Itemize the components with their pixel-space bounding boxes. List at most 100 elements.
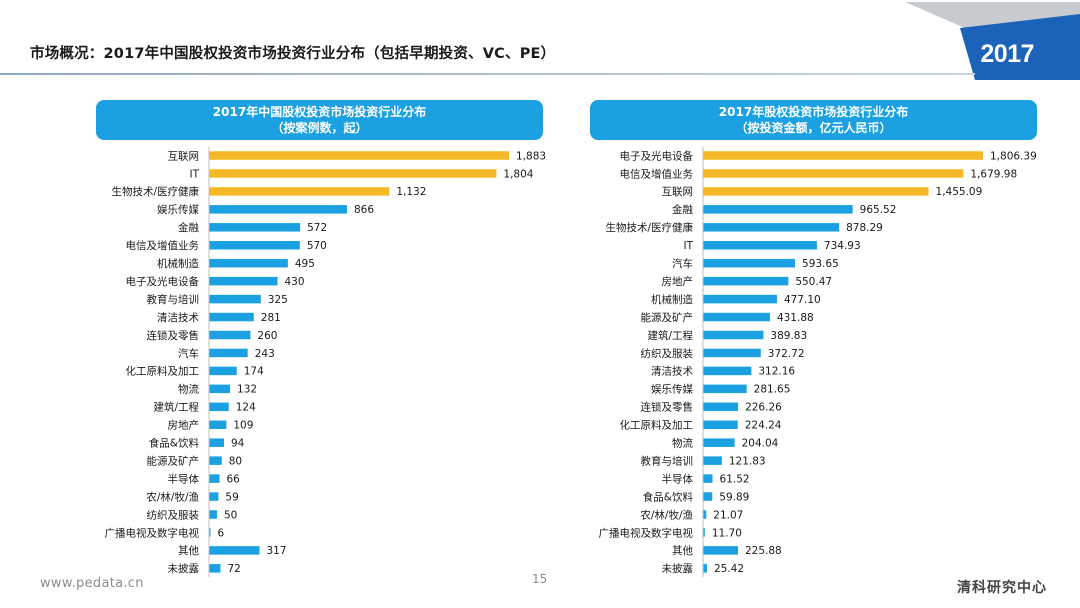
- right-category-label: 房地产: [662, 275, 694, 288]
- right-chart-subtitle: （按投资金额，亿元人民币）: [735, 121, 892, 135]
- right-bar: [703, 510, 707, 519]
- left-bar: [209, 528, 211, 537]
- right-category-label: 清洁技术: [651, 365, 693, 378]
- right-value-label: 372.72: [768, 348, 805, 360]
- left-value-label: 66: [227, 473, 241, 485]
- right-category-label: 机械制造: [651, 293, 693, 306]
- right-bar: [703, 187, 929, 196]
- left-category-label: 建筑/工程: [153, 401, 199, 414]
- left-bar: [209, 276, 278, 286]
- left-category-label: 食品&饮料: [149, 437, 200, 450]
- left-category-label: 生物技术/医疗健康: [111, 185, 199, 198]
- right-value-label: 226.26: [745, 402, 782, 414]
- left-chart-title: 2017年中国股权投资市场投资行业分布: [212, 105, 427, 119]
- right-value-label: 431.88: [777, 312, 814, 324]
- left-bar: [209, 330, 251, 340]
- right-category-label: 互联网: [662, 186, 694, 198]
- left-category-label: 纺织及服装: [147, 508, 200, 521]
- left-value-label: 6: [218, 527, 225, 539]
- left-bar: [209, 241, 300, 250]
- left-value-label: 317: [267, 545, 287, 557]
- left-category-label: 未披露: [168, 562, 200, 575]
- right-value-label: 965.52: [860, 204, 897, 216]
- right-category-label: 教育与培训: [641, 454, 694, 467]
- left-bar: [209, 474, 220, 483]
- right-bar: [703, 330, 764, 340]
- left-value-label: 866: [354, 204, 374, 216]
- right-value-label: 734.93: [824, 240, 861, 252]
- right-chart-header: 2017年股权投资市场投资行业分布 （按投资金额，亿元人民币）: [590, 100, 1037, 140]
- left-category-label: 金融: [178, 221, 199, 234]
- right-category-label: 未披露: [662, 562, 694, 575]
- right-category-label: 食品&饮料: [643, 490, 694, 503]
- left-bar: [209, 564, 221, 573]
- left-value-label: 260: [257, 330, 277, 342]
- right-value-label: 25.42: [714, 563, 744, 575]
- year-badge: 2017: [980, 40, 1034, 68]
- right-value-label: 11.70: [712, 527, 742, 539]
- left-category-label: 电信及增值业务: [126, 239, 200, 252]
- left-bar: [209, 223, 301, 232]
- left-bar: [209, 151, 509, 160]
- left-value-label: 570: [307, 240, 327, 252]
- right-bar: [703, 402, 739, 412]
- right-value-label: 593.65: [802, 258, 839, 270]
- right-bar: [703, 492, 713, 501]
- left-category-label: 娱乐传媒: [157, 203, 199, 216]
- right-category-label: 金融: [672, 203, 693, 216]
- left-value-label: 132: [237, 384, 257, 396]
- left-bar: [209, 312, 254, 322]
- right-category-label: 汽车: [672, 257, 693, 270]
- left-category-label: 化工原料及加工: [126, 365, 200, 378]
- left-category-label: 连锁及零售: [147, 329, 200, 342]
- footer-url[interactable]: www.pedata.cn: [40, 576, 144, 591]
- right-bar: [703, 528, 705, 537]
- left-value-label: 1,804: [503, 168, 533, 180]
- right-value-label: 389.83: [770, 330, 807, 342]
- right-value-label: 121.83: [729, 455, 766, 467]
- right-bar: [703, 169, 964, 178]
- left-bar: [209, 402, 229, 412]
- left-bar: [209, 258, 288, 268]
- left-value-label: 50: [224, 509, 237, 521]
- left-bar: [209, 348, 248, 358]
- left-category-label: 广播电视及数字电视: [105, 526, 200, 539]
- right-category-label: 电子及光电设备: [620, 149, 694, 162]
- left-value-label: 495: [295, 258, 315, 270]
- left-bar: [209, 420, 227, 429]
- left-category-label: 房地产: [168, 419, 200, 432]
- right-category-label: 娱乐传媒: [651, 383, 693, 396]
- left-value-label: 124: [236, 402, 256, 414]
- right-bar-chart: 电子及光电设备 1,806.39 电信及增值业务 1,679.98 互联网 1,455.0…: [599, 146, 1037, 578]
- right-category-label: 农/林/牧/渔: [640, 508, 693, 521]
- left-bar-chart: 互联网 1,883 IT 1,804 生物技术/医疗健康 1,132 娱乐传媒 866 金融 57…: [105, 146, 546, 578]
- left-value-label: 174: [244, 366, 264, 378]
- right-category-label: 建筑/工程: [647, 329, 693, 342]
- left-bar: [209, 456, 222, 465]
- corner-decoration: [905, 2, 1080, 80]
- left-value-label: 59: [225, 491, 238, 503]
- right-value-label: 1,455.09: [936, 186, 983, 198]
- right-bar: [703, 223, 840, 232]
- right-value-label: 225.88: [745, 545, 782, 557]
- left-category-label: 农/林/牧/渔: [146, 490, 199, 503]
- left-bar: [209, 492, 219, 501]
- left-bar: [209, 546, 260, 555]
- right-value-label: 61.52: [720, 473, 750, 485]
- right-category-label: 物流: [672, 437, 693, 450]
- right-value-label: 1,679.98: [970, 168, 1017, 180]
- right-bar: [703, 276, 789, 286]
- left-value-label: 1,883: [516, 150, 546, 162]
- right-value-label: 550.47: [795, 276, 832, 288]
- right-bar: [703, 546, 739, 555]
- right-bar: [703, 420, 738, 429]
- left-bar: [209, 205, 347, 214]
- right-category-label: 纺织及服装: [641, 347, 694, 360]
- left-category-label: 清洁技术: [157, 311, 199, 324]
- left-value-label: 109: [233, 420, 253, 432]
- left-category-label: 其他: [178, 544, 199, 557]
- right-bar: [703, 564, 707, 573]
- right-bar: [703, 294, 777, 304]
- right-category-label: 化工原料及加工: [620, 419, 694, 432]
